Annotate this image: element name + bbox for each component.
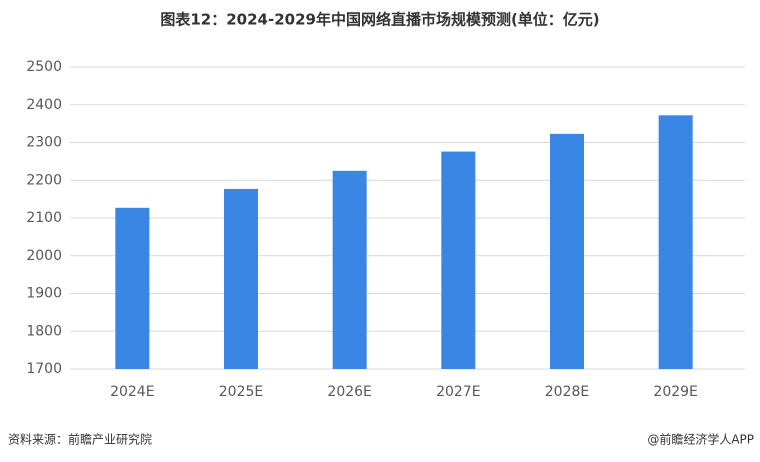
y-tick-label: 2100 — [26, 210, 62, 226]
bar — [441, 151, 476, 369]
y-tick-label: 2500 — [26, 59, 62, 75]
bar — [115, 207, 150, 369]
x-tick-label: 2024E — [110, 384, 154, 400]
x-tick-label: 2028E — [545, 384, 589, 400]
y-tick-label: 2400 — [26, 97, 62, 113]
x-tick-label: 2027E — [436, 384, 480, 400]
bar — [550, 133, 584, 369]
chart-title: 图表12：2024-2029年中国网络直播市场规模预测(单位：亿元) — [160, 11, 599, 29]
bar — [658, 115, 693, 369]
bar — [224, 188, 258, 369]
y-tick-label: 1900 — [26, 286, 62, 302]
y-tick-label: 2300 — [26, 135, 62, 151]
y-tick-label: 2200 — [26, 172, 62, 188]
x-tick-label: 2029E — [653, 384, 697, 400]
bar — [332, 170, 367, 369]
x-tick-label: 2025E — [219, 384, 263, 400]
credit-note: @前瞻经济学人APP — [647, 432, 754, 447]
x-tick-label: 2026E — [327, 384, 371, 400]
y-tick-label: 1800 — [26, 323, 62, 339]
y-tick-label: 1700 — [26, 361, 62, 377]
y-tick-label: 2000 — [26, 248, 62, 264]
source-note: 资料来源：前瞻产业研究院 — [8, 432, 152, 447]
